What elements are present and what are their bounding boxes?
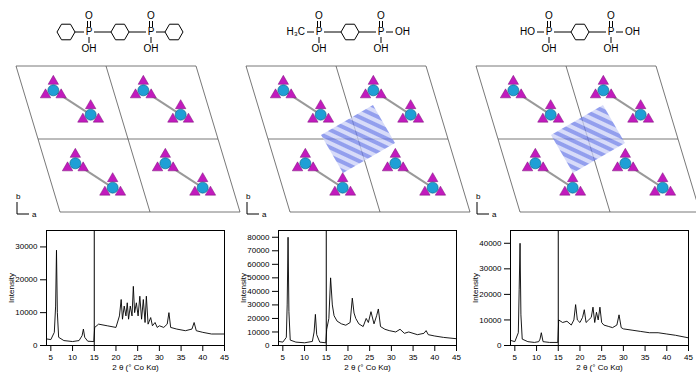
svg-text:OH: OH: [625, 26, 640, 37]
svg-text:30: 30: [387, 353, 396, 362]
svg-text:30000: 30000: [247, 300, 270, 309]
svg-text:15: 15: [554, 353, 563, 362]
svg-text:HO: HO: [520, 26, 535, 37]
svg-text:a: a: [492, 210, 497, 219]
svg-text:25: 25: [365, 353, 374, 362]
svg-text:45: 45: [452, 353, 461, 362]
svg-text:P: P: [608, 26, 615, 37]
svg-text:60000: 60000: [247, 260, 270, 269]
svg-text:OH: OH: [374, 43, 389, 54]
svg-text:70000: 70000: [247, 246, 270, 255]
svg-text:20: 20: [344, 353, 353, 362]
svg-text:0: 0: [33, 341, 38, 350]
svg-text:80000: 80000: [247, 233, 270, 242]
svg-text:20000: 20000: [247, 314, 270, 323]
svg-text:b: b: [246, 192, 251, 201]
svg-text:O: O: [607, 10, 615, 21]
svg-text:a: a: [262, 210, 267, 219]
svg-text:Intensity: Intensity: [239, 273, 248, 303]
svg-text:OH: OH: [312, 43, 327, 54]
svg-text:45: 45: [220, 353, 229, 362]
svg-text:35: 35: [641, 353, 650, 362]
svg-text:O: O: [545, 10, 553, 21]
svg-text:OH: OH: [82, 43, 97, 54]
svg-text:40: 40: [198, 353, 207, 362]
svg-text:40: 40: [662, 353, 671, 362]
svg-text:40000: 40000: [247, 287, 270, 296]
svg-text:10000: 10000: [479, 316, 502, 325]
svg-text:20: 20: [576, 353, 585, 362]
svg-text:OH: OH: [144, 43, 159, 54]
svg-text:Intensity: Intensity: [7, 273, 16, 303]
svg-text:O: O: [85, 10, 93, 21]
svg-text:OH: OH: [604, 43, 619, 54]
svg-text:5: 5: [513, 353, 518, 362]
svg-text:10: 10: [300, 353, 309, 362]
svg-text:20: 20: [112, 353, 121, 362]
svg-text:40: 40: [430, 353, 439, 362]
svg-text:0: 0: [497, 341, 502, 350]
svg-text:b: b: [476, 192, 481, 201]
svg-text:20000: 20000: [15, 275, 38, 284]
svg-text:10: 10: [532, 353, 541, 362]
svg-text:P: P: [86, 26, 93, 37]
svg-text:30: 30: [155, 353, 164, 362]
svg-text:2 θ (° Co Kα): 2 θ (° Co Kα): [576, 363, 623, 372]
svg-text:O: O: [377, 10, 385, 21]
svg-text:2 θ (° Co Kα): 2 θ (° Co Kα): [112, 363, 159, 372]
svg-text:H₃C: H₃C: [286, 26, 305, 37]
svg-text:25: 25: [133, 353, 142, 362]
svg-text:30000: 30000: [15, 242, 38, 251]
svg-text:15: 15: [322, 353, 331, 362]
svg-text:OH: OH: [542, 43, 557, 54]
svg-text:P: P: [378, 26, 385, 37]
svg-text:O: O: [147, 10, 155, 21]
svg-text:OH: OH: [395, 26, 410, 37]
svg-text:45: 45: [684, 353, 693, 362]
svg-text:5: 5: [49, 353, 54, 362]
svg-text:Intensity: Intensity: [471, 273, 480, 303]
svg-text:40000: 40000: [479, 239, 502, 248]
svg-text:a: a: [32, 210, 37, 219]
svg-text:50000: 50000: [247, 273, 270, 282]
svg-text:2 θ (° Co Kα): 2 θ (° Co Kα): [344, 363, 391, 372]
svg-text:30: 30: [619, 353, 628, 362]
svg-text:15: 15: [90, 353, 99, 362]
svg-text:P: P: [148, 26, 155, 37]
svg-text:5: 5: [281, 353, 286, 362]
svg-text:10: 10: [68, 353, 77, 362]
svg-text:P: P: [316, 26, 323, 37]
svg-text:35: 35: [177, 353, 186, 362]
svg-text:0: 0: [265, 341, 270, 350]
svg-text:b: b: [16, 192, 21, 201]
svg-text:25: 25: [597, 353, 606, 362]
svg-text:10000: 10000: [15, 308, 38, 317]
svg-text:10000: 10000: [247, 328, 270, 337]
svg-text:P: P: [546, 26, 553, 37]
svg-text:O: O: [315, 10, 323, 21]
svg-text:35: 35: [409, 353, 418, 362]
svg-text:20000: 20000: [479, 290, 502, 299]
svg-text:30000: 30000: [479, 264, 502, 273]
